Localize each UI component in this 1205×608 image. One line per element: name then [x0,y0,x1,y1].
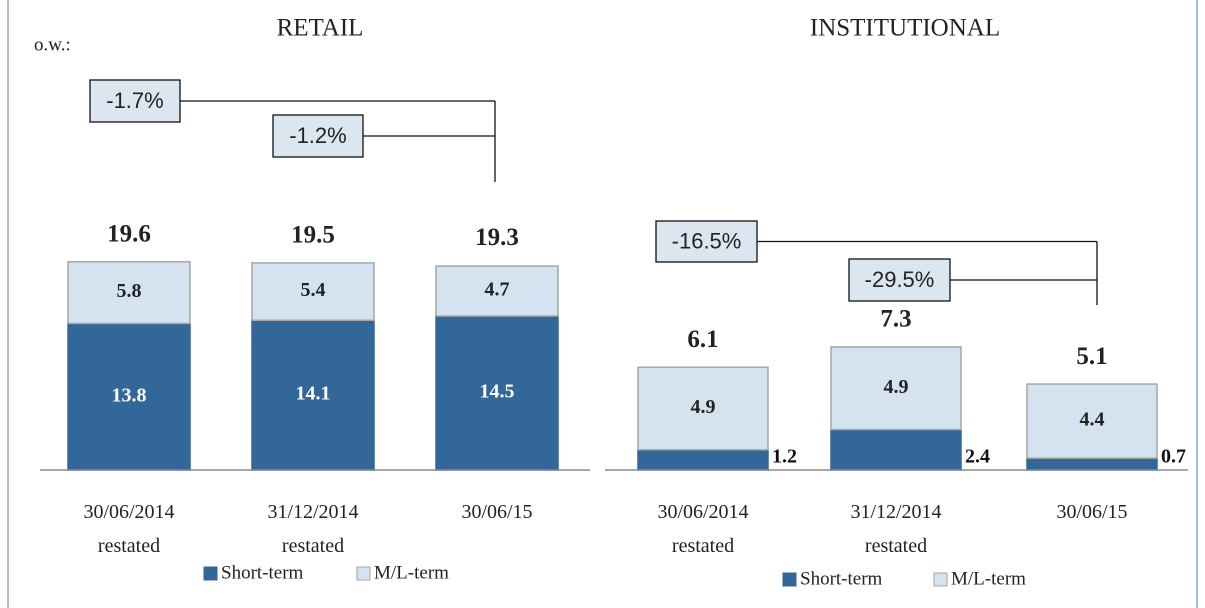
legend-label: M/L-term [951,568,1026,589]
note: o.w.: [34,34,71,55]
frame [7,0,1198,608]
value-label: 14.5 [480,381,515,403]
value-label: 4.9 [691,396,716,418]
annotation: -29.5% [865,267,935,292]
legend-label: Short-term [800,568,883,589]
value-label: 4.4 [1080,409,1105,431]
bar-segment [1026,383,1158,459]
total-label: 19.3 [475,224,519,251]
bar-segment [637,449,769,471]
value-label: 13.8 [112,384,147,406]
legend-label: M/L-term [374,562,449,583]
x-tick-label: 30/06/15 [1056,501,1127,523]
legend-swatch [782,572,797,587]
value-label: 5.8 [117,280,142,302]
legend-swatch [356,566,371,581]
annotation-box [272,114,364,158]
chart-title: RETAIL [277,15,364,42]
annotation: -16.5% [672,228,742,253]
value-label: 0.7 [1161,446,1186,468]
x-tick-label: 30/06/2014 restated [657,501,748,557]
bar-segment [67,261,191,325]
value-label: 2.4 [965,446,990,468]
legend-swatch [203,566,218,581]
bar-segment [637,366,769,451]
annotation-box [89,79,181,123]
total-label: 19.6 [107,221,151,248]
x-tick-label: 30/06/2014 restated [83,501,174,557]
value-label: 4.7 [485,279,510,301]
bar-segment [435,265,559,317]
value-label: 14.1 [296,383,331,405]
bar-segment [1026,457,1158,471]
legend-label: Short-term [221,562,304,583]
bar-segment [830,346,962,431]
value-label: 4.9 [884,376,909,398]
x-tick-label: 31/12/2014 restated [850,501,941,557]
annotation: -1.7% [106,88,163,113]
annotation: -1.2% [289,123,346,148]
x-tick-label: 30/06/15 [461,501,532,523]
bar-segment [251,262,375,322]
total-label: 6.1 [687,326,718,353]
x-tick-label: 31/12/2014 restated [267,501,358,557]
value-label: 1.2 [772,446,797,468]
annotation-box [848,258,951,302]
total-label: 5.1 [1076,343,1107,370]
annotation-box [655,220,758,263]
chart-title: INSTITUTIONAL [810,15,1000,42]
bar-segment [830,428,962,471]
value-label: 5.4 [301,279,326,301]
total-label: 19.5 [291,222,335,249]
legend-swatch [933,572,948,587]
total-label: 7.3 [880,306,911,333]
